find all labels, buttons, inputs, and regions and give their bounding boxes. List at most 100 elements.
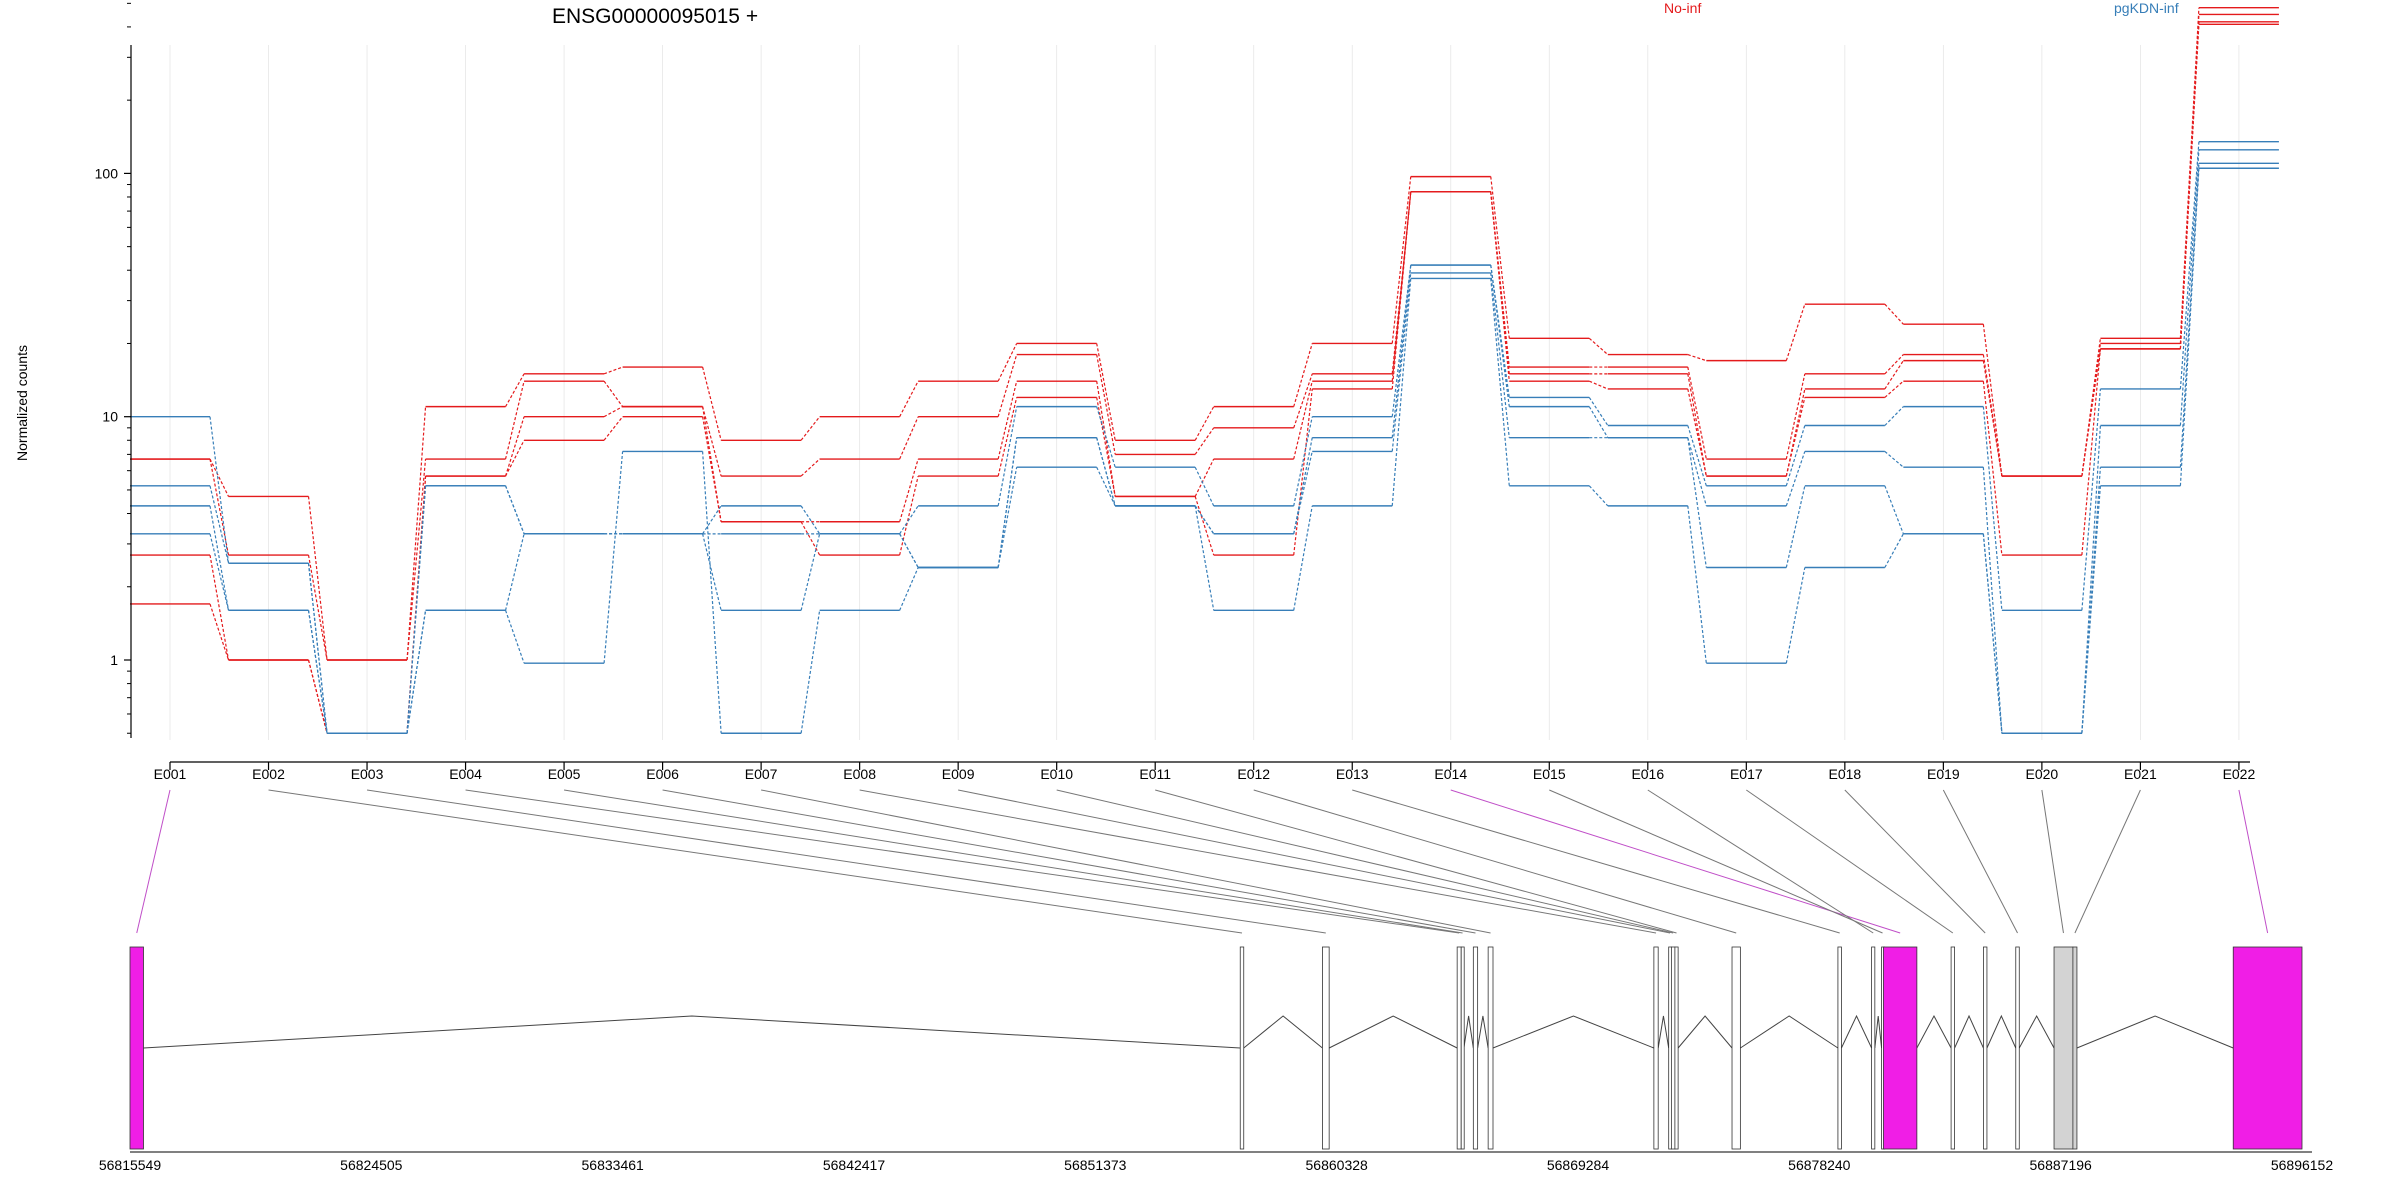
series-connector <box>2179 24 2200 349</box>
gene-model <box>129 946 2303 1150</box>
series-connector <box>1293 451 1313 534</box>
x-tick-label: E022 <box>2223 766 2256 782</box>
x-tick-label: E014 <box>1434 766 1467 782</box>
series-connector <box>997 406 1018 506</box>
series-connector <box>209 458 230 556</box>
series-connector <box>505 485 525 535</box>
intron <box>143 1015 1241 1049</box>
y-axis-label: Normalized counts <box>14 345 30 461</box>
series-connector <box>504 381 525 460</box>
series-connector <box>1982 533 2003 734</box>
exon-block <box>1674 946 1679 1150</box>
series-connector <box>1785 425 1806 486</box>
series-connector <box>1884 406 1904 426</box>
intron <box>1740 1015 1839 1049</box>
exon-block <box>1653 946 1659 1150</box>
exon-connector <box>1253 789 1737 934</box>
x-tick-label: E015 <box>1533 766 1566 782</box>
exon-block <box>1456 946 1462 1150</box>
exon-block <box>1487 946 1494 1150</box>
series-connector <box>997 437 1018 568</box>
series-connector <box>800 505 821 535</box>
series-connector <box>1884 380 1904 398</box>
x-tick-label: E011 <box>1139 766 1171 782</box>
series-connector <box>1096 406 1116 468</box>
exon-connector <box>268 789 1243 934</box>
series-connector <box>1194 505 1215 535</box>
exon-block <box>1983 946 1988 1150</box>
series-connector <box>1884 485 1904 535</box>
series-connector <box>209 603 230 661</box>
genomic-coordinate-label: 56842417 <box>823 1157 886 1173</box>
series-connector <box>1490 191 1510 382</box>
series-connector <box>406 406 427 661</box>
exon-connector <box>2074 789 2141 934</box>
x-tick-label: E017 <box>1730 766 1763 782</box>
exon-connector <box>662 789 1476 934</box>
series-connector <box>504 533 525 611</box>
series-connector <box>1687 505 1707 664</box>
series-connector <box>997 354 1018 417</box>
series-connector <box>1687 366 1707 460</box>
exon-connector <box>958 789 1671 934</box>
series-connector <box>1785 567 1806 664</box>
series-connector <box>2081 485 2101 734</box>
intron <box>2076 1015 2234 1049</box>
series-connector <box>702 366 722 441</box>
series-connector <box>603 451 624 664</box>
series-connector <box>702 451 722 734</box>
series-connector <box>1687 437 1707 507</box>
series-connector <box>1884 360 1904 390</box>
x-tick-label: E018 <box>1828 766 1861 782</box>
series-connector <box>603 406 623 418</box>
series-connector <box>1490 278 1510 486</box>
series-connector <box>209 416 230 564</box>
series-connector <box>1589 380 1609 390</box>
series-connector <box>800 533 821 611</box>
exon-block <box>2072 946 2078 1150</box>
series-connector <box>1687 425 1707 486</box>
series-lines <box>130 6 2279 734</box>
series-connector <box>406 610 427 734</box>
series-connector <box>1194 505 1215 611</box>
x-tick-label: E019 <box>1927 766 1960 782</box>
series-connector <box>997 381 1018 460</box>
series-connector <box>603 366 623 375</box>
exon-connector <box>1647 789 1874 934</box>
exon-block <box>1460 946 1465 1150</box>
legend-pgkdn-inf: pgKDN-inf <box>2114 0 2179 16</box>
genomic-coordinate-label: 56869284 <box>1547 1157 1610 1173</box>
y-tick-label: 10 <box>102 409 118 425</box>
exon-block <box>1837 946 1842 1150</box>
x-tick-label: E005 <box>548 766 581 782</box>
series-connector <box>1588 485 1609 507</box>
exon-connector <box>1942 789 2018 934</box>
exon-block <box>1871 946 1876 1150</box>
series-connector <box>2179 141 2200 390</box>
series-connector <box>1490 264 1510 407</box>
exon-connector <box>1155 789 1677 934</box>
intron <box>1463 1015 1474 1049</box>
exon-connector <box>761 789 1491 934</box>
series-connector <box>1982 381 2003 556</box>
series-line <box>130 21 2279 734</box>
intron <box>1840 1014 1873 1049</box>
genomic-coordinate-label: 56824505 <box>340 1157 403 1173</box>
series-connector <box>702 505 722 535</box>
intron <box>1874 1015 1883 1049</box>
series-connector <box>2081 348 2101 556</box>
series-connector <box>1687 373 1707 477</box>
series-connector <box>702 533 722 611</box>
exon-connectors <box>136 789 2269 934</box>
series-connector <box>1982 360 2003 477</box>
exon-connector <box>1056 789 1674 934</box>
series-connector <box>899 567 919 611</box>
exon-connector <box>564 789 1463 934</box>
series-connector <box>1687 437 1707 568</box>
x-tick-label: E001 <box>154 766 187 782</box>
intron <box>1477 1015 1489 1049</box>
series-connector <box>1884 450 1904 468</box>
series-connector <box>1194 406 1215 441</box>
y-tick-label: 1 <box>110 652 118 668</box>
